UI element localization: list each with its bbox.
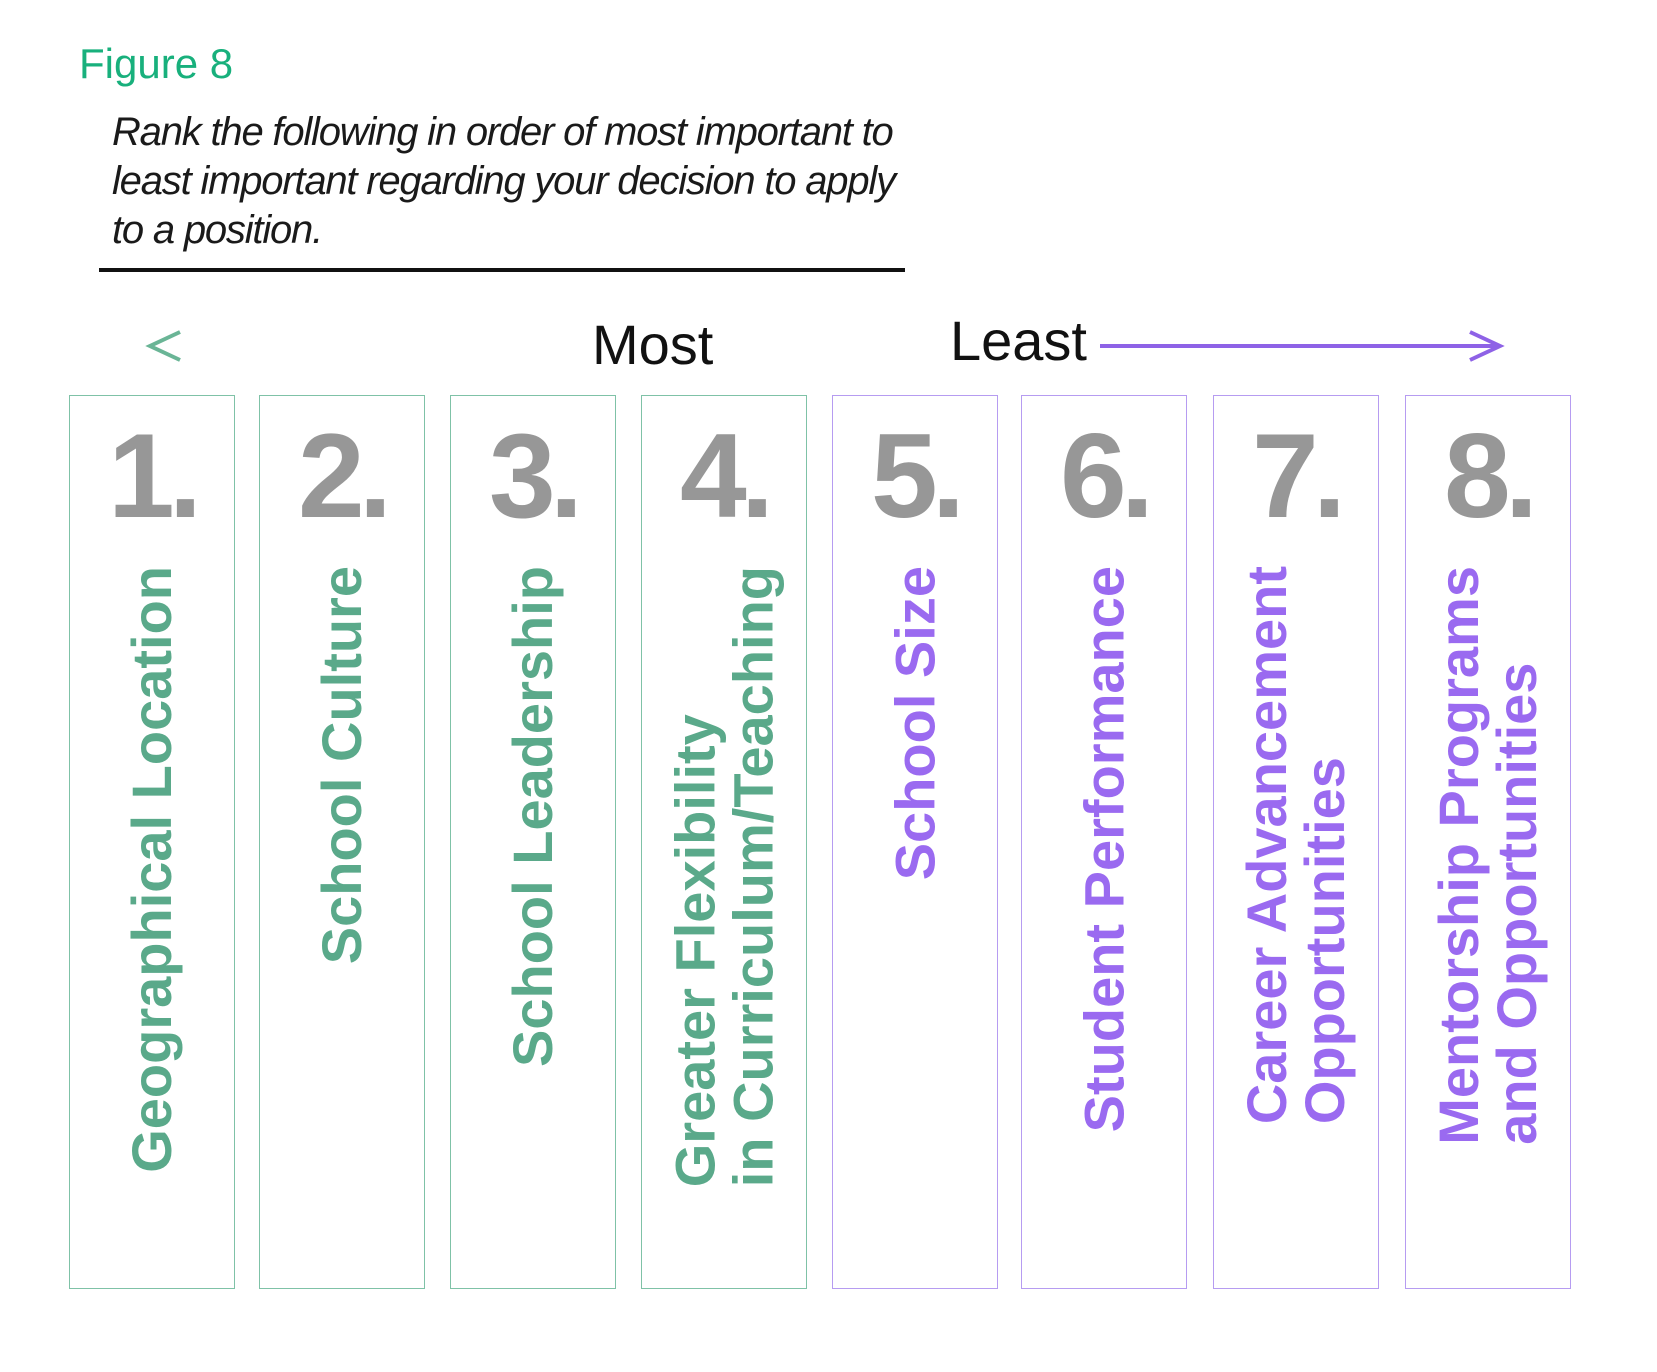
question-text: Rank the following in order of most impo… xyxy=(112,110,896,252)
item-label-line: in Curriculum/Teaching xyxy=(721,566,784,1188)
item-label-line: Opportunities xyxy=(1293,757,1356,1125)
rank-column-1: 1. Geographical Location xyxy=(69,395,235,1289)
rank-number: 3. xyxy=(488,409,583,543)
rank-number: 6. xyxy=(1059,409,1154,543)
rank-number: 1. xyxy=(107,409,202,543)
item-label: Greater Flexibility in Curriculum/Teachi… xyxy=(663,566,784,1188)
item-label-line: and Opportunities xyxy=(1485,662,1548,1145)
item-label-line: School Culture xyxy=(310,566,373,965)
rank-column-8: 8. Mentorship Programs and Opportunities xyxy=(1405,395,1571,1289)
axis-least-label: Least xyxy=(950,309,1087,372)
item-label-line: Career Advancement xyxy=(1235,566,1298,1125)
arrow-right-icon xyxy=(1100,330,1505,362)
rank-column-2: 2. School Culture xyxy=(259,395,425,1289)
item-label-line: School Size xyxy=(883,566,946,881)
rank-number: 2. xyxy=(297,409,392,543)
item-label-line: School Leadership xyxy=(501,566,564,1067)
item-label: Career Advancement Opportunities xyxy=(1235,566,1356,1125)
item-label-line: Geographical Location xyxy=(120,566,183,1173)
item-label: Mentorship Programs and Opportunities xyxy=(1427,566,1548,1145)
divider-line xyxy=(99,268,905,272)
item-label: School Leadership xyxy=(501,566,564,1067)
rank-column-7: 7. Career Advancement Opportunities xyxy=(1213,395,1379,1289)
figure-label: Figure 8 xyxy=(79,40,234,87)
rank-number: 8. xyxy=(1443,409,1538,543)
item-label-line: Greater Flexibility xyxy=(663,714,726,1188)
rank-column-4: 4. Greater Flexibility in Curriculum/Tea… xyxy=(641,395,807,1289)
item-label-line: Student Performance xyxy=(1072,566,1135,1133)
item-label: Student Performance xyxy=(1072,566,1135,1133)
item-label-line: Mentorship Programs xyxy=(1427,566,1490,1145)
rank-number: 4. xyxy=(679,409,774,543)
rank-number: 7. xyxy=(1251,409,1346,543)
item-label: Geographical Location xyxy=(120,566,183,1173)
axis-most-label: Most xyxy=(592,313,714,376)
rank-column-3: 3. School Leadership xyxy=(450,395,616,1289)
arrow-left-icon xyxy=(145,330,558,362)
rank-column-5: 5. School Size xyxy=(832,395,998,1289)
rank-number: 5. xyxy=(870,409,965,543)
item-label: School Size xyxy=(883,566,946,881)
rank-column-6: 6. Student Performance xyxy=(1021,395,1187,1289)
item-label: School Culture xyxy=(310,566,373,965)
